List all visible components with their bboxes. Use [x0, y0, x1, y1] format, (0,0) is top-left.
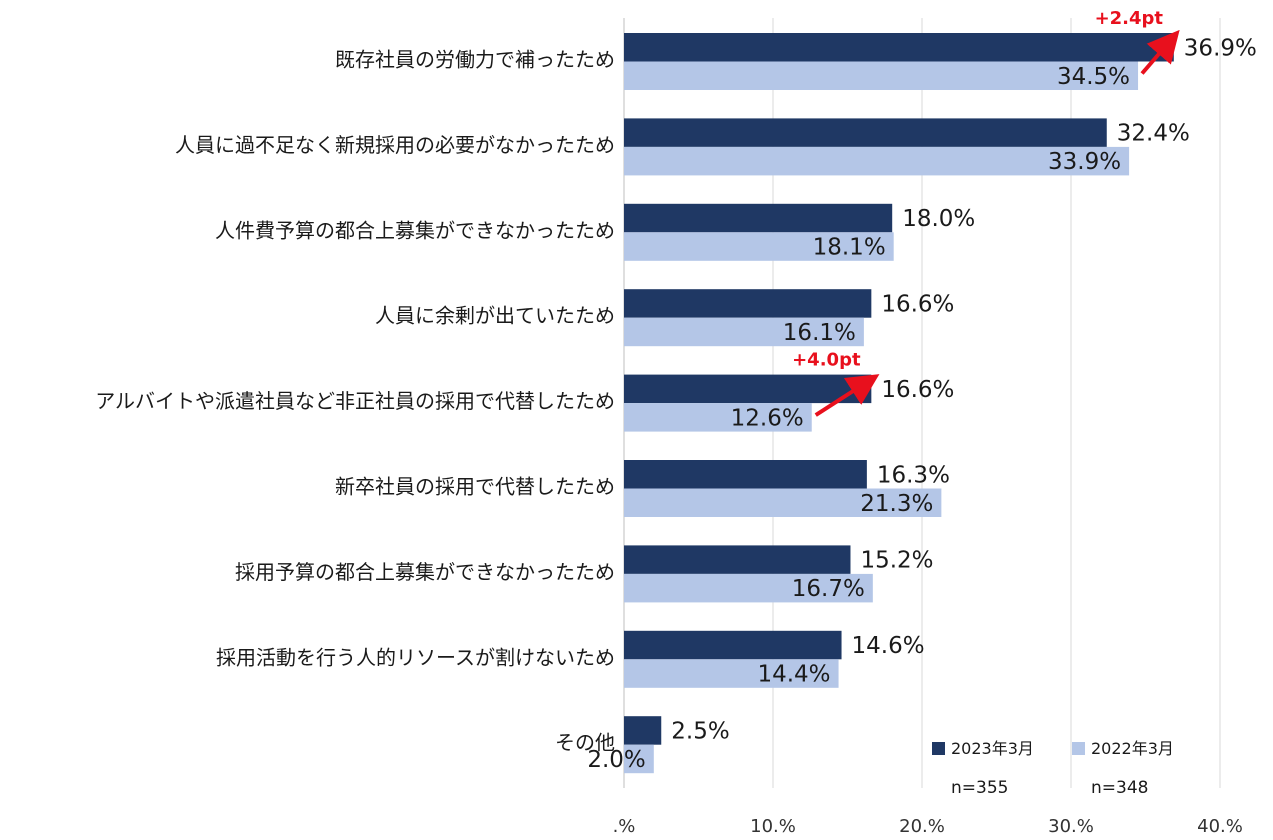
bar-2023 [624, 545, 851, 574]
category-label: 採用予算の都合上募集ができなかったため [235, 560, 615, 584]
bar-2022 [624, 61, 1139, 90]
data-label-2022: 34.5% [1057, 64, 1130, 90]
data-label-2022: 16.7% [792, 576, 865, 602]
bar-2023 [624, 118, 1107, 147]
legend-swatch-2022 [1072, 742, 1085, 755]
data-label-2023: 14.6% [852, 633, 925, 659]
legend-n-2022: n=348 [1091, 778, 1148, 798]
category-label: 人員に過不足なく新規採用の必要がなかったため [175, 133, 615, 157]
bar-2023 [624, 716, 662, 745]
annotation-label: +2.4pt [1095, 8, 1164, 29]
category-label: 既存社員の労働力で補ったため [335, 48, 615, 72]
legend-n-2023: n=355 [951, 778, 1008, 798]
bar-2023 [624, 203, 893, 233]
category-label: アルバイトや派遣社員など非正社員の採用で代替したため [95, 389, 615, 413]
x-tick-label: 40.% [1197, 816, 1243, 837]
bar-2023 [624, 374, 872, 404]
bar-2022 [624, 744, 654, 774]
bar-2022 [624, 573, 873, 603]
data-label-2023: 2.5% [671, 718, 729, 744]
annotation-arrow [1140, 29, 1180, 75]
legend-label-2023: 2023年3月 [951, 739, 1034, 758]
data-label-2022: 2.0% [587, 747, 645, 773]
category-label: 採用活動を行う人的リソースが割けないため [216, 645, 615, 669]
bar-2023 [624, 630, 842, 660]
legend-swatch-2023 [932, 742, 945, 755]
category-label: 人件費予算の都合上募集ができなかったため [215, 218, 615, 242]
data-label-2022: 18.1% [813, 235, 886, 261]
legend: 2023年3月 2022年3月 n=355 n=348 [932, 739, 1174, 798]
data-label-2023: 32.4% [1117, 121, 1190, 147]
bars [624, 33, 1174, 774]
bar-2023 [624, 33, 1174, 62]
bar-2022 [624, 317, 864, 347]
x-tick-label: 30.% [1048, 816, 1094, 837]
bar-2023 [624, 460, 867, 489]
x-tick-label: 10.% [750, 816, 796, 837]
data-label-2022: 16.1% [783, 320, 856, 346]
data-label-2022: 21.3% [860, 491, 933, 517]
labels: 既存社員の労働力で補ったため 36.9% 34.5% 人員に過不足なく新規採用の必要が… [95, 35, 1257, 773]
bar-2022 [624, 146, 1130, 176]
data-label-2022: 33.9% [1048, 149, 1121, 175]
bar-2022 [624, 232, 894, 261]
data-label-2023: 16.6% [881, 291, 954, 317]
bar-2023 [624, 289, 872, 318]
x-tick-label: .% [613, 816, 636, 837]
data-label-2023: 15.2% [860, 548, 933, 574]
data-label-2022: 14.4% [757, 662, 830, 688]
data-label-2023: 16.3% [877, 462, 950, 488]
legend-label-2022: 2022年3月 [1091, 739, 1174, 758]
x-tick-label: 20.% [899, 816, 945, 837]
bar-2022 [624, 488, 942, 517]
category-label: その他 [555, 731, 615, 755]
annotation-label: +4.0pt [792, 350, 861, 371]
annotations: +2.4pt +4.0pt [792, 8, 1180, 417]
data-label-2023: 16.6% [881, 377, 954, 403]
data-label-2022: 12.6% [731, 405, 804, 431]
annotation-arrow [814, 374, 880, 417]
bar-2022 [624, 403, 812, 432]
data-label-2023: 18.0% [902, 206, 975, 232]
bar-2022 [624, 659, 839, 688]
category-label: 新卒社員の採用で代替したため [335, 475, 615, 499]
category-label: 人員に余剰が出ていたため [375, 304, 615, 328]
data-label-2023: 36.9% [1184, 35, 1257, 61]
